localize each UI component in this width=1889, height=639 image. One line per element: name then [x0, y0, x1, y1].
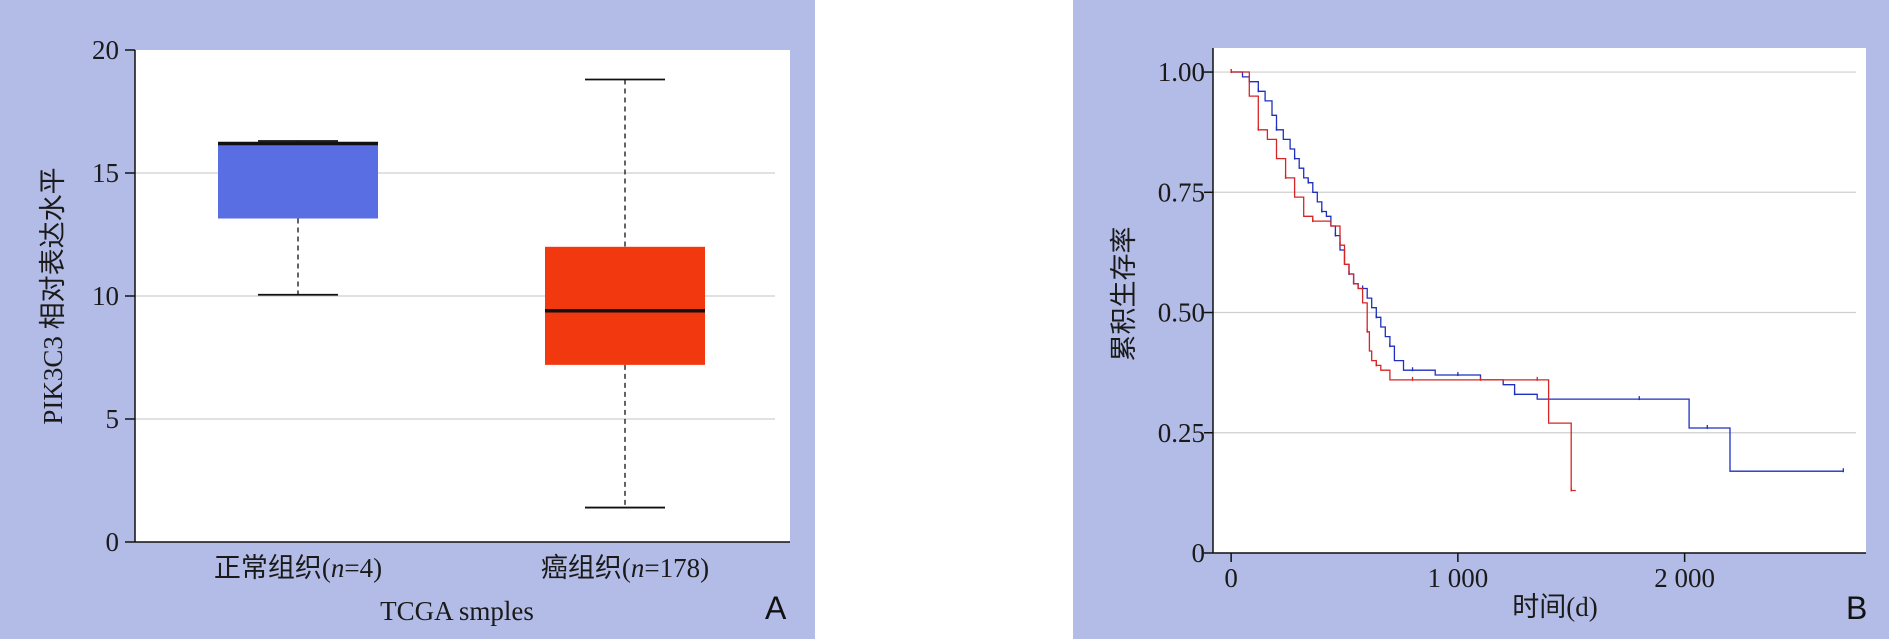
box	[218, 142, 378, 219]
y-tick-label-b: 0.50	[1158, 298, 1205, 328]
y-tick-label-b: 1.00	[1158, 57, 1205, 87]
y-tick-label-a: 20	[92, 35, 119, 65]
y-axis-title-b: 累积生存率	[1109, 227, 1139, 362]
x-tick-label-b: 1 000	[1428, 563, 1489, 593]
y-tick-label-a: 10	[92, 281, 119, 311]
panel-label-a: A	[765, 590, 787, 626]
x-tick-label-a: 癌组织(n=178)	[541, 553, 709, 583]
panel-label-b: B	[1846, 590, 1868, 626]
x-tick-label-b: 0	[1224, 563, 1238, 593]
y-tick-label-a: 0	[106, 527, 120, 557]
box	[545, 246, 705, 365]
y-tick-label-b: 0	[1192, 538, 1206, 568]
y-tick-label-a: 15	[92, 158, 119, 188]
y-tick-label-b: 0.75	[1158, 177, 1205, 207]
y-tick-label-b: 0.25	[1158, 418, 1205, 448]
y-tick-label-a: 5	[106, 404, 120, 434]
x-tick-label-b: 2 000	[1654, 563, 1715, 593]
x-tick-label-a: 正常组织(n=4)	[214, 553, 382, 583]
y-axis-title-a: PIK3C3 相对表达水平	[38, 167, 68, 424]
x-axis-title-a: TCGA smples	[380, 596, 534, 626]
x-axis-title-b: 时间(d)	[1512, 592, 1597, 622]
plot-area-b	[1213, 48, 1866, 553]
survival-curve-1	[1231, 71, 1576, 492]
